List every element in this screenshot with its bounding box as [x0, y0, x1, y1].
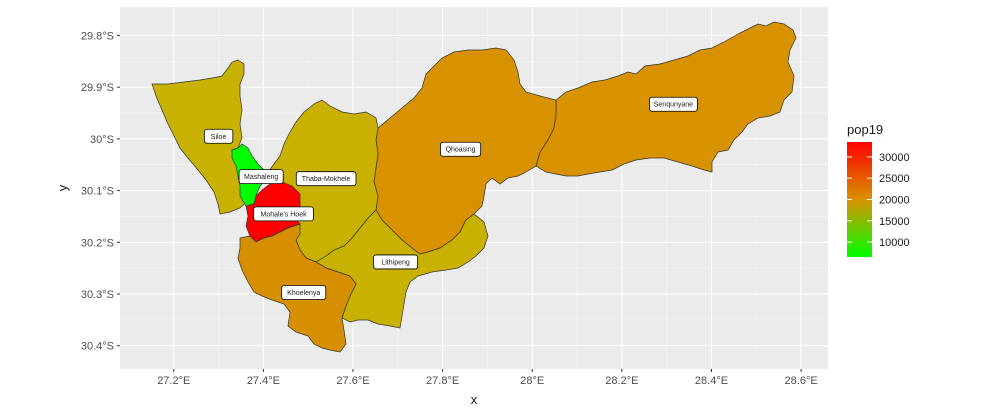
region-label-text: Senqunyane: [654, 102, 693, 109]
legend: pop19 10000 15000 20000 25000 30000: [847, 122, 910, 257]
region-label-text: Khoelenya: [287, 290, 320, 297]
region-label-text: Mashaleng: [244, 174, 278, 181]
region-label: Lithipeng: [373, 254, 419, 270]
legend-title: pop19: [847, 122, 883, 137]
x-axis-title: x: [471, 392, 478, 407]
region-label: Thaba-Mokhele: [295, 171, 357, 187]
x-tick-label: 27.6°E: [336, 375, 369, 387]
region-label-text: Mohale's Hoek: [261, 211, 308, 218]
region-label: Qhoasing: [440, 141, 482, 157]
legend-tick-label: 25000: [879, 173, 910, 185]
region-label-box: [373, 254, 419, 270]
region-label: Khoelenya: [281, 285, 327, 300]
legend-tick-label: 15000: [879, 216, 910, 228]
region-label: Mashaleng: [238, 169, 284, 185]
x-tick-label: 27.8°E: [426, 375, 459, 387]
legend-tick-label: 20000: [879, 195, 910, 207]
y-tick-label: 30.2°S: [81, 237, 114, 249]
legend-tick-label: 10000: [879, 237, 910, 249]
x-tick-label: 27.4°E: [247, 375, 280, 387]
region-label: Siloe: [203, 128, 234, 144]
region-label-box: [253, 206, 314, 222]
region-label-box: [649, 96, 698, 112]
region-label-box: [295, 171, 357, 187]
x-tick-label: 28°E: [520, 375, 544, 387]
x-tick-label: 28.4°E: [695, 375, 728, 387]
y-tick-label: 29.9°S: [81, 82, 114, 94]
y-tick-label: 30°S: [90, 134, 114, 146]
region-label-text: Thaba-Mokhele: [302, 176, 351, 183]
y-tick-label: 30.3°S: [81, 289, 114, 301]
y-tick-label: 29.8°S: [81, 30, 114, 42]
x-tick-label: 28.6°E: [785, 375, 818, 387]
axes: 27.2°E 27.4°E 27.6°E 27.8°E 28°E 28.2°E 28.4°E…: [81, 30, 818, 387]
x-tick-label: 27.2°E: [157, 375, 190, 387]
y-axis-title: y: [55, 184, 70, 191]
x-tick-label: 28.2°E: [605, 375, 638, 387]
region-label-text: Lithipeng: [381, 259, 410, 266]
region-label-box: [281, 285, 327, 300]
region-label-text: Qhoasing: [446, 147, 476, 154]
y-tick-label: 30.1°S: [81, 186, 114, 198]
region-label: Mohale's Hoek: [253, 206, 314, 222]
region-label-text: Siloe: [211, 134, 227, 141]
region-label-box: [203, 128, 234, 144]
legend-tick-label: 30000: [879, 152, 910, 164]
region-labels: Siloe Mashaleng Thaba-Mokhele Mohale's Hoek…: [203, 96, 698, 300]
region-label-box: [238, 169, 284, 185]
region-label-box: [440, 141, 482, 157]
region-label: Senqunyane: [649, 96, 698, 112]
y-tick-label: 30.4°S: [81, 341, 114, 353]
